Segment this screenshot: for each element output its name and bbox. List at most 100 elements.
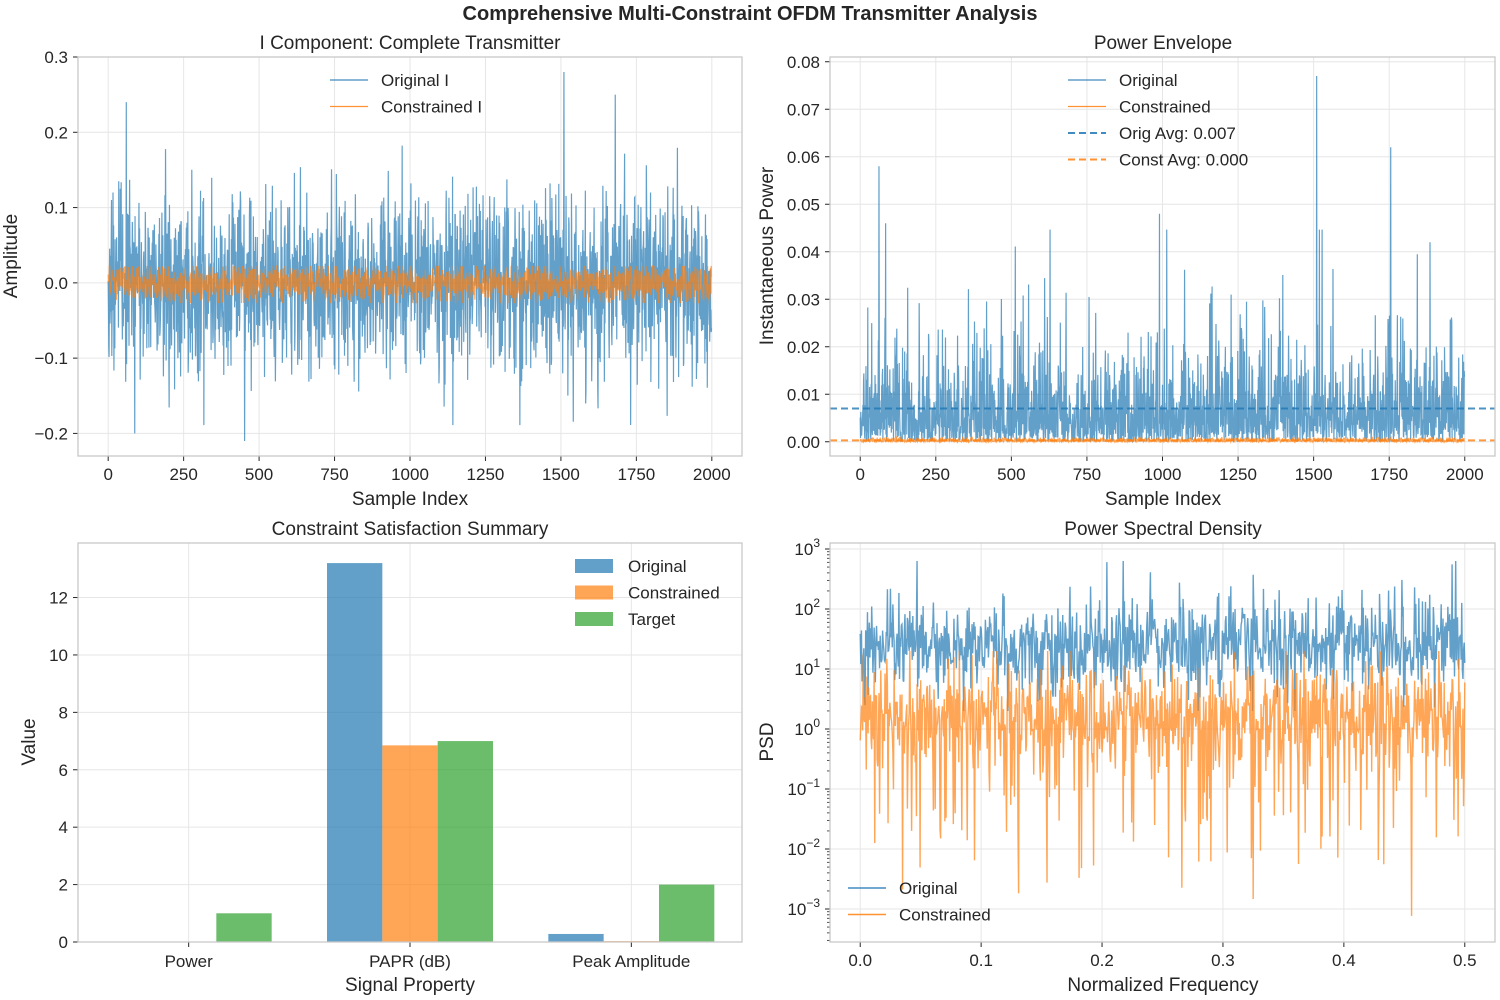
x-axis-label: Signal Property bbox=[345, 975, 475, 996]
y-tick-label: 6 bbox=[59, 761, 68, 780]
y-tick-label: 0.05 bbox=[787, 195, 820, 214]
x-tick-label: 1000 bbox=[1144, 465, 1182, 484]
plot-frame bbox=[829, 56, 1496, 457]
x-axis-label: Normalized Frequency bbox=[1067, 975, 1259, 996]
x-axis-label: Sample Index bbox=[352, 489, 469, 510]
y-tick-label: 10−2 bbox=[787, 836, 820, 859]
bar-original-2 bbox=[548, 933, 604, 942]
y-tick-label: 0.0 bbox=[44, 274, 68, 293]
x-tick-label: 750 bbox=[1073, 465, 1101, 484]
y-tick-label: 12 bbox=[49, 589, 68, 608]
legend-label: Const Avg: 0.000 bbox=[1119, 151, 1248, 170]
y-tick-label: 0.06 bbox=[787, 148, 820, 167]
legend-label: Constrained bbox=[899, 906, 991, 925]
y-axis-label: Amplitude bbox=[1, 214, 22, 299]
x-tick-label: 1750 bbox=[1370, 465, 1408, 484]
x-tick-label: 0.5 bbox=[1453, 951, 1477, 970]
panel-constraint-summary: Constraint Satisfaction Summary Signal P… bbox=[19, 519, 743, 996]
series-line-constrained-i bbox=[107, 265, 713, 304]
x-tick-label: 750 bbox=[320, 465, 348, 484]
legend: Original Constrained Target bbox=[575, 557, 720, 629]
y-tick-label: 0.08 bbox=[787, 53, 820, 72]
x-tick-label: 0.3 bbox=[1211, 951, 1235, 970]
legend-label: Original bbox=[1119, 71, 1178, 90]
legend-label: Constrained bbox=[628, 584, 720, 603]
panel-power-envelope: Power Envelope Sample Index Instantaneou… bbox=[757, 33, 1496, 510]
panel-title: Power Envelope bbox=[1094, 33, 1232, 54]
x-tick-label: PAPR (dB) bbox=[369, 952, 451, 971]
legend-label: Constrained bbox=[1119, 98, 1211, 117]
legend-swatch bbox=[575, 585, 613, 600]
y-tick-label: 10−3 bbox=[787, 896, 820, 919]
panel-title: Constraint Satisfaction Summary bbox=[272, 519, 549, 540]
x-axis-label: Sample Index bbox=[1105, 489, 1222, 510]
x-tick-label: 250 bbox=[169, 465, 197, 484]
x-tick-label: 0.0 bbox=[848, 951, 872, 970]
panel-title: Power Spectral Density bbox=[1064, 519, 1262, 540]
x-tick-label: 2000 bbox=[693, 465, 731, 484]
x-tick-label: 0.1 bbox=[969, 951, 993, 970]
legend-label: Original I bbox=[381, 71, 449, 90]
y-tick-label: 0.2 bbox=[44, 123, 68, 142]
legend: Original Constrained Orig Avg: 0.007 Const … bbox=[1068, 71, 1248, 170]
legend-label: Original bbox=[899, 879, 958, 898]
y-tick-label: 0.00 bbox=[787, 433, 820, 452]
y-tick-label: 103 bbox=[794, 536, 820, 559]
y-tick-label: 0.04 bbox=[787, 243, 820, 262]
bar-constrained-1 bbox=[382, 745, 438, 942]
series-line-constrained bbox=[859, 650, 1466, 916]
y-tick-label: 0.01 bbox=[787, 385, 820, 404]
y-tick-label: 101 bbox=[794, 656, 820, 679]
y-tick-label: 102 bbox=[794, 596, 820, 619]
panel-i-component: I Component: Complete Transmitter Sample… bbox=[1, 33, 743, 510]
panel-psd: Power Spectral Density Normalized Freque… bbox=[757, 519, 1496, 996]
x-tick-label: 1250 bbox=[467, 465, 505, 484]
legend-swatch bbox=[575, 612, 613, 626]
y-axis-label: Instantaneous Power bbox=[757, 166, 778, 345]
y-tick-label: 10−1 bbox=[787, 776, 820, 799]
x-tick-label: 500 bbox=[245, 465, 273, 484]
plot-frame bbox=[829, 542, 1496, 943]
y-axis-label: PSD bbox=[757, 722, 778, 761]
legend: Original I Constrained I bbox=[330, 71, 482, 117]
legend-label: Orig Avg: 0.007 bbox=[1119, 124, 1236, 143]
y-tick-label: −0.1 bbox=[34, 349, 68, 368]
series-line-original bbox=[859, 75, 1466, 444]
legend-label: Constrained I bbox=[381, 98, 482, 117]
bar-original-1 bbox=[327, 563, 383, 942]
series-line-original bbox=[859, 560, 1466, 712]
legend-label: Original bbox=[628, 557, 687, 576]
bar-target-2 bbox=[659, 884, 715, 942]
y-tick-label: 100 bbox=[794, 716, 820, 739]
x-tick-label: 1500 bbox=[1295, 465, 1333, 484]
y-tick-label: 2 bbox=[59, 876, 68, 895]
x-tick-label: 0.4 bbox=[1332, 951, 1356, 970]
legend-swatch bbox=[575, 559, 613, 573]
x-tick-label: 1000 bbox=[391, 465, 429, 484]
y-tick-label: 0.03 bbox=[787, 290, 820, 309]
legend-label: Target bbox=[628, 610, 676, 629]
y-tick-label: 0.02 bbox=[787, 338, 820, 357]
y-tick-label: 4 bbox=[59, 818, 68, 837]
x-tick-label: 250 bbox=[922, 465, 950, 484]
x-tick-label: 0 bbox=[103, 465, 112, 484]
x-tick-label: 1250 bbox=[1219, 465, 1257, 484]
y-tick-label: 0.07 bbox=[787, 100, 820, 119]
bar-target-0 bbox=[216, 913, 272, 942]
x-tick-label: Power bbox=[165, 952, 214, 971]
x-tick-label: 1500 bbox=[542, 465, 580, 484]
legend: Original Constrained bbox=[848, 879, 991, 925]
x-tick-label: 1750 bbox=[617, 465, 655, 484]
panel-title: I Component: Complete Transmitter bbox=[260, 33, 562, 54]
x-tick-label: 500 bbox=[997, 465, 1025, 484]
x-tick-label: 0 bbox=[855, 465, 864, 484]
figure-suptitle: Comprehensive Multi-Constraint OFDM Tran… bbox=[463, 3, 1038, 25]
plot-frame bbox=[77, 56, 743, 457]
y-tick-label: 0.1 bbox=[44, 199, 68, 218]
y-tick-label: −0.2 bbox=[34, 424, 68, 443]
y-axis-label: Value bbox=[19, 718, 40, 765]
plot-frame bbox=[77, 542, 743, 943]
bar-target-1 bbox=[437, 741, 493, 942]
x-tick-label: 2000 bbox=[1446, 465, 1484, 484]
